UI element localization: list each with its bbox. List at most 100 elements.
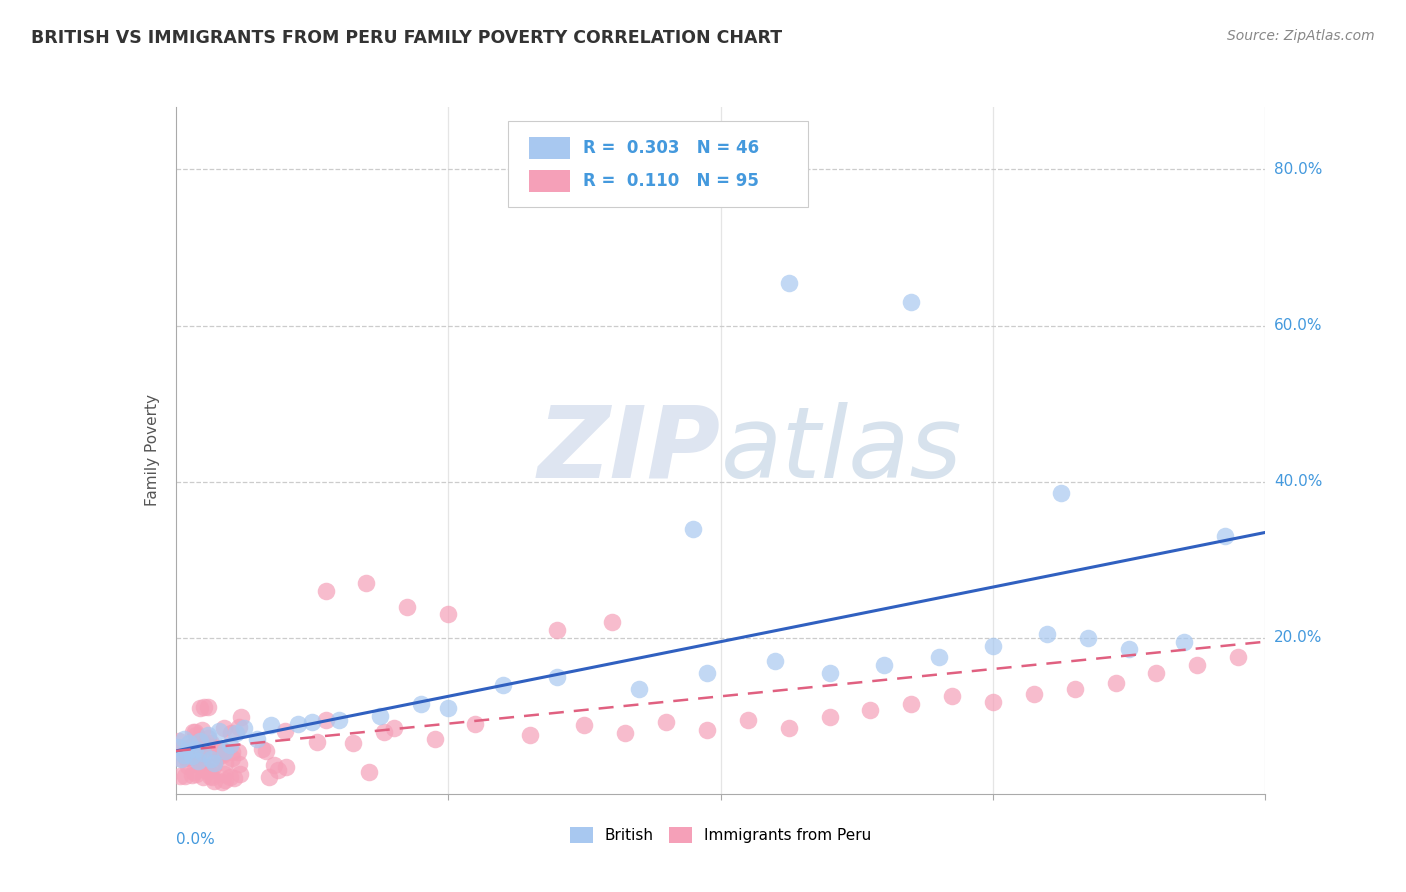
Point [193, 737, 215, 751]
Point [373, 724, 395, 739]
Point [307, 735, 329, 749]
Point [981, 695, 1004, 709]
Point [737, 713, 759, 727]
Point [1104, 676, 1126, 690]
Point [229, 767, 252, 781]
Point [201, 760, 224, 774]
Point [941, 690, 963, 704]
Point [191, 770, 214, 784]
Point [315, 583, 337, 598]
Point [546, 670, 568, 684]
Text: BRITISH VS IMMIGRANTS FROM PERU FAMILY POVERTY CORRELATION CHART: BRITISH VS IMMIGRANTS FROM PERU FAMILY P… [31, 29, 782, 46]
Point [231, 710, 253, 724]
Point [1022, 687, 1045, 701]
Text: R =  0.303   N = 46: R = 0.303 N = 46 [583, 138, 759, 157]
Point [198, 764, 221, 779]
Point [191, 723, 214, 737]
Point [221, 745, 243, 759]
Point [198, 769, 221, 783]
Point [267, 764, 290, 778]
Point [655, 715, 678, 730]
Point [188, 701, 211, 715]
Point [208, 747, 231, 762]
Point [682, 521, 704, 535]
Text: ZIP: ZIP [537, 402, 721, 499]
Point [696, 723, 718, 737]
Point [208, 724, 231, 739]
Point [614, 726, 637, 740]
Point [183, 765, 205, 780]
Point [359, 765, 381, 780]
Point [409, 697, 432, 711]
Point [197, 699, 219, 714]
Text: 20.0%: 20.0% [1274, 631, 1323, 645]
Point [928, 650, 950, 665]
Point [219, 771, 242, 785]
Text: 80.0%: 80.0% [1274, 162, 1323, 177]
Point [274, 760, 297, 774]
Point [184, 741, 207, 756]
Point [257, 770, 280, 784]
Point [873, 658, 896, 673]
Point [1077, 631, 1099, 645]
Point [301, 715, 323, 730]
Point [328, 713, 350, 727]
Text: 40.0%: 40.0% [1274, 475, 1323, 489]
Point [437, 607, 460, 622]
Point [204, 754, 226, 768]
Point [214, 744, 236, 758]
Point [173, 732, 195, 747]
Point [232, 721, 254, 735]
Point [167, 734, 190, 748]
Text: atlas: atlas [721, 402, 962, 499]
Point [250, 742, 273, 756]
Point [1144, 665, 1167, 680]
Point [177, 759, 200, 773]
Point [260, 718, 283, 732]
Point [200, 735, 222, 749]
Point [179, 739, 201, 754]
Point [315, 713, 337, 727]
Point [191, 759, 214, 773]
Point [627, 681, 650, 696]
Point [167, 740, 190, 755]
Point [437, 701, 460, 715]
Point [214, 756, 236, 770]
Point [174, 769, 197, 783]
Point [186, 728, 208, 742]
Point [900, 295, 922, 310]
Text: 0.0%: 0.0% [176, 831, 215, 847]
Point [202, 773, 225, 788]
Point [1213, 529, 1236, 543]
Point [221, 751, 243, 765]
Point [191, 762, 214, 776]
Point [1173, 634, 1195, 648]
Point [464, 716, 486, 731]
Point [201, 771, 224, 785]
Point [1063, 681, 1085, 696]
Point [763, 654, 786, 668]
Point [184, 724, 207, 739]
Point [170, 752, 193, 766]
Point [190, 756, 212, 771]
Point [170, 752, 193, 766]
Point [183, 747, 205, 761]
Point [356, 576, 378, 591]
Point [187, 746, 209, 760]
Point [900, 697, 922, 711]
Point [191, 746, 214, 760]
Point [778, 721, 800, 735]
Point [226, 744, 249, 758]
Point [818, 665, 841, 680]
Point [202, 756, 225, 770]
Point [1187, 658, 1209, 673]
Point [200, 752, 222, 766]
Point [181, 725, 204, 739]
Point [176, 744, 198, 758]
FancyBboxPatch shape [529, 169, 571, 192]
Point [382, 721, 405, 735]
FancyBboxPatch shape [508, 120, 808, 207]
Point [188, 733, 211, 747]
Point [1118, 642, 1140, 657]
Point [169, 769, 191, 783]
